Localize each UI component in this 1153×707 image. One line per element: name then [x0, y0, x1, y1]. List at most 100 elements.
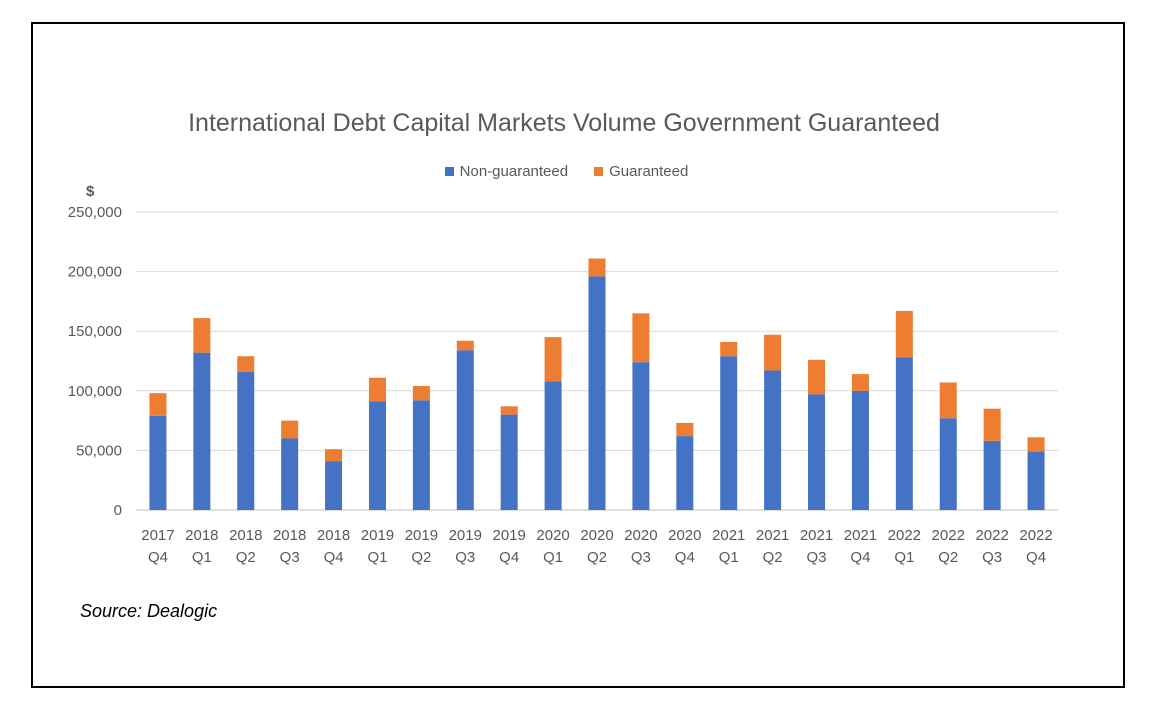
bar-guaranteed — [237, 356, 255, 372]
bar-non-guaranteed — [720, 356, 738, 510]
bar-non-guaranteed — [983, 440, 1001, 510]
bar-guaranteed — [895, 310, 913, 358]
x-tick-label-year: 2018 — [229, 527, 262, 544]
y-tick-label: 200,000 — [68, 264, 122, 281]
x-tick-label-year: 2020 — [580, 527, 613, 544]
x-tick-label-year: 2020 — [668, 527, 701, 544]
y-tick-label: 250,000 — [68, 204, 122, 221]
bar-guaranteed — [368, 377, 386, 402]
bar-guaranteed — [456, 340, 474, 351]
y-tick-label: 150,000 — [68, 323, 122, 340]
legend-swatch-guaranteed — [594, 167, 604, 176]
x-tick-label-year: 2018 — [317, 527, 350, 544]
bar-guaranteed — [676, 422, 694, 437]
bar-guaranteed — [544, 337, 562, 382]
bar-guaranteed — [632, 313, 650, 363]
x-tick-label-year: 2018 — [185, 527, 218, 544]
bar-guaranteed — [588, 258, 606, 277]
x-tick-label-year: 2019 — [405, 527, 438, 544]
bar-guaranteed — [939, 382, 957, 419]
y-tick-label: 50,000 — [76, 442, 122, 459]
bar-non-guaranteed — [632, 362, 650, 510]
x-tick-label-year: 2020 — [536, 527, 569, 544]
y-tick-label: 0 — [114, 502, 122, 519]
y-tick-label: 100,000 — [68, 383, 122, 400]
x-tick-label-quarter: Q4 — [148, 549, 168, 566]
x-tick-label-year: 2022 — [1019, 527, 1052, 544]
x-tick-label-quarter: Q4 — [1026, 549, 1046, 566]
bar-guaranteed — [500, 406, 518, 415]
bar-non-guaranteed — [1027, 451, 1045, 510]
bar-non-guaranteed — [456, 350, 474, 510]
x-tick-label-quarter: Q3 — [455, 549, 475, 566]
x-tick-label-year: 2021 — [712, 527, 745, 544]
bar-guaranteed — [193, 318, 211, 353]
bar-non-guaranteed — [895, 357, 913, 510]
bar-guaranteed — [325, 449, 343, 462]
x-tick-label-year: 2018 — [273, 527, 306, 544]
x-tick-label-year: 2022 — [975, 527, 1008, 544]
bar-non-guaranteed — [500, 414, 518, 510]
legend-item-non-guaranteed: Non-guaranteed — [444, 163, 569, 180]
x-tick-label-year: 2020 — [624, 527, 657, 544]
x-tick-label-quarter: Q3 — [280, 549, 300, 566]
x-tick-label-year: 2019 — [361, 527, 394, 544]
x-tick-label-year: 2021 — [756, 527, 789, 544]
source-note: Source: Dealogic — [80, 601, 218, 621]
bar-guaranteed — [1027, 437, 1045, 452]
x-tick-label-quarter: Q1 — [192, 549, 212, 566]
bar-non-guaranteed — [764, 370, 782, 510]
x-tick-label-quarter: Q4 — [850, 549, 870, 566]
x-tick-label-quarter: Q2 — [411, 549, 431, 566]
chart-title: International Debt Capital Markets Volum… — [188, 109, 940, 137]
bar-guaranteed — [149, 393, 167, 416]
bar-guaranteed — [412, 386, 430, 401]
x-tick-label-year: 2021 — [800, 527, 833, 544]
legend-swatch-non-guaranteed — [444, 167, 454, 176]
x-tick-label-year: 2019 — [493, 527, 526, 544]
x-tick-label-quarter: Q4 — [499, 549, 519, 566]
x-tick-label-quarter: Q1 — [719, 549, 739, 566]
bar-non-guaranteed — [588, 276, 606, 510]
bar-non-guaranteed — [281, 438, 299, 510]
bar-non-guaranteed — [237, 371, 255, 510]
x-tick-label-quarter: Q2 — [938, 549, 958, 566]
x-tick-label-quarter: Q4 — [324, 549, 344, 566]
bar-guaranteed — [983, 408, 1001, 441]
bar-guaranteed — [281, 420, 299, 439]
x-tick-label-quarter: Q4 — [675, 549, 695, 566]
bar-guaranteed — [851, 374, 869, 391]
x-tick-label-quarter: Q3 — [807, 549, 827, 566]
x-tick-label-quarter: Q2 — [763, 549, 783, 566]
legend: Non-guaranteed Guaranteed — [0, 163, 1133, 180]
bar-non-guaranteed — [412, 400, 430, 510]
bar-non-guaranteed — [676, 436, 694, 510]
x-tick-label-year: 2017 — [141, 527, 174, 544]
x-tick-label-quarter: Q2 — [236, 549, 256, 566]
bar-guaranteed — [720, 341, 738, 357]
bar-guaranteed — [764, 334, 782, 371]
bar-non-guaranteed — [149, 415, 167, 510]
chart-frame — [31, 22, 1125, 688]
x-tick-label-quarter: Q1 — [543, 549, 563, 566]
y-axis-label: $ — [86, 183, 95, 200]
bar-non-guaranteed — [939, 418, 957, 510]
x-tick-label-year: 2022 — [888, 527, 921, 544]
x-tick-label-quarter: Q3 — [631, 549, 651, 566]
bar-non-guaranteed — [851, 390, 869, 510]
bar-non-guaranteed — [544, 381, 562, 510]
legend-label-non-guaranteed: Non-guaranteed — [459, 163, 569, 180]
bar-non-guaranteed — [808, 394, 826, 510]
x-tick-label-quarter: Q1 — [894, 549, 914, 566]
x-tick-label-year: 2022 — [932, 527, 965, 544]
bar-non-guaranteed — [193, 352, 211, 510]
x-tick-label-quarter: Q2 — [587, 549, 607, 566]
x-tick-label-year: 2021 — [844, 527, 877, 544]
bar-guaranteed — [808, 359, 826, 395]
bar-non-guaranteed — [368, 401, 386, 510]
bar-non-guaranteed — [325, 461, 343, 510]
x-tick-label-quarter: Q3 — [982, 549, 1002, 566]
legend-item-guaranteed: Guaranteed — [594, 163, 688, 180]
x-tick-label-quarter: Q1 — [367, 549, 387, 566]
